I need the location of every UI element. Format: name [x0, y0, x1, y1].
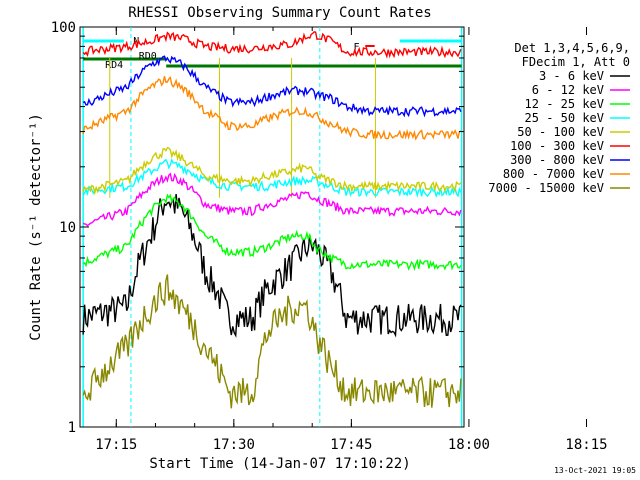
series-line-7000-15000-kev-kev [82, 274, 462, 409]
night-label: N [133, 36, 139, 47]
series-line-100-300-kev-kev [82, 31, 462, 59]
annotations: N RD4 RD0 F [82, 27, 463, 427]
y-tick-label: 1 [68, 420, 76, 436]
legend-label: 6 - 12 keV [532, 83, 604, 97]
y-tick-label: 10 [59, 220, 76, 236]
chart-title: RHESSI Observing Summary Count Rates [128, 5, 431, 21]
x-tick-label: 18:00 [448, 437, 490, 453]
attenuator-label: RD4 [105, 60, 123, 71]
x-tick-label: 17:15 [95, 437, 137, 453]
series-line-12-25-kev-kev [82, 193, 462, 271]
legend: Det 1,3,4,5,6,9, FDecim 1, Att 0 3 - 6 k… [488, 41, 630, 195]
x-tick-label: 17:45 [330, 437, 372, 453]
legend-label: 7000 - 15000 keV [488, 181, 604, 195]
legend-label: 300 - 800 keV [510, 153, 604, 167]
legend-header-line-1: Det 1,3,4,5,6,9, [514, 41, 630, 55]
y-axis-label: Count Rate (s⁻¹ detector⁻¹) [28, 113, 44, 341]
series-line-3-6-kev-kev [82, 194, 462, 338]
legend-label: 50 - 100 keV [517, 125, 604, 139]
series-line-25-50-kev-kev [82, 158, 462, 199]
legend-label: 800 - 7000 keV [503, 167, 604, 181]
series-group [82, 31, 462, 409]
legend-header-line-2: FDecim 1, Att 0 [522, 55, 630, 69]
legend-label: 25 - 50 keV [525, 111, 604, 125]
plot-timestamp: 13-Oct-2021 19:05 [554, 466, 636, 475]
series-line-800-7000-kev-kev [82, 76, 462, 141]
saa-label: RD0 [139, 51, 157, 62]
axis-ticks: 17:1517:3017:4518:0018:1518:3018:4511010… [51, 20, 608, 453]
series-line-6-12-kev-kev [82, 172, 462, 227]
series-line-300-800-kev-kev [82, 55, 462, 118]
legend-label: 100 - 300 keV [510, 139, 604, 153]
x-tick-label: 18:15 [565, 437, 607, 453]
x-axis-label: Start Time (14-Jan-07 17:10:22) [149, 456, 410, 472]
flare-label: F [354, 42, 360, 53]
legend-label: 3 - 6 keV [539, 69, 604, 83]
series-line-50-100-kev-kev [82, 146, 462, 196]
x-tick-label: 17:30 [213, 437, 255, 453]
y-tick-label: 100 [51, 20, 76, 36]
legend-label: 12 - 25 keV [525, 97, 604, 111]
